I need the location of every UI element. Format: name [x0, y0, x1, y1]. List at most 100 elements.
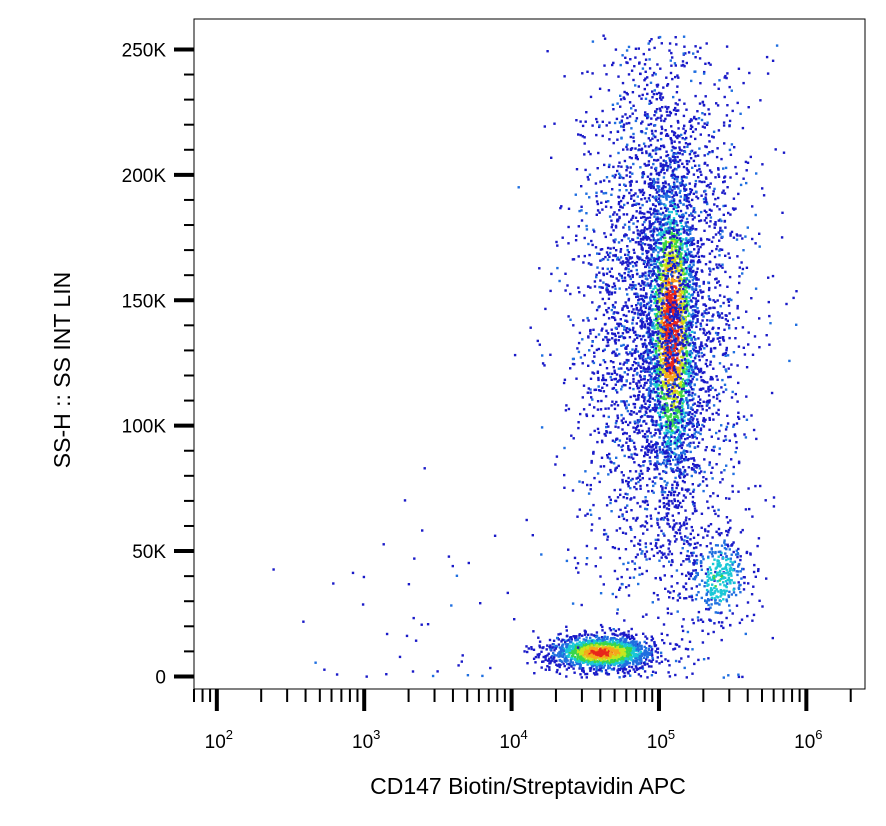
data-point [579, 356, 583, 359]
data-point [660, 556, 663, 559]
data-point [699, 369, 703, 373]
data-point [636, 302, 640, 305]
data-point [672, 382, 675, 386]
data-point [659, 138, 663, 141]
data-point [603, 64, 606, 67]
data-point [643, 63, 647, 66]
data-point [700, 564, 703, 568]
data-point [646, 227, 649, 231]
data-point [674, 504, 678, 507]
data-point [673, 202, 676, 206]
data-point [708, 151, 711, 154]
data-point [700, 194, 703, 197]
data-point [680, 267, 684, 270]
data-point [677, 372, 680, 375]
data-point [615, 419, 618, 423]
data-point [724, 204, 727, 207]
data-point [620, 419, 623, 422]
data-point [614, 377, 618, 381]
data-point [690, 293, 694, 297]
data-point [646, 259, 650, 263]
data-point [628, 121, 631, 125]
data-point [671, 77, 674, 81]
data-point [589, 152, 592, 156]
data-point [673, 382, 677, 386]
data-point [675, 453, 678, 456]
data-point [718, 340, 721, 343]
data-point [669, 328, 672, 331]
data-point [687, 160, 691, 163]
data-point [648, 557, 651, 561]
data-point [652, 93, 656, 96]
data-point [634, 333, 638, 337]
data-point [717, 231, 720, 234]
data-point [571, 489, 575, 492]
data-point [661, 544, 665, 547]
data-point [708, 406, 711, 410]
data-point [680, 389, 683, 392]
data-point [660, 273, 663, 276]
data-point [686, 328, 690, 331]
data-point [660, 490, 664, 494]
data-point [699, 427, 703, 430]
data-point [689, 191, 692, 194]
data-point [659, 199, 662, 202]
data-point [622, 343, 625, 347]
data-point [720, 157, 723, 161]
data-point [705, 308, 708, 311]
data-point [573, 556, 577, 560]
data-point [624, 184, 627, 187]
data-point [678, 275, 681, 279]
data-point [679, 240, 683, 243]
data-point [587, 364, 590, 367]
data-point [659, 518, 663, 521]
data-point [707, 657, 710, 660]
data-point [700, 173, 703, 176]
data-point [670, 348, 674, 352]
data-point [621, 308, 624, 311]
data-point [665, 496, 669, 500]
data-point [681, 243, 684, 247]
data-point [692, 375, 696, 379]
data-point [686, 366, 689, 369]
data-point [660, 325, 663, 329]
data-point [674, 476, 677, 480]
data-point [699, 133, 702, 136]
data-point [705, 221, 708, 225]
data-point [693, 542, 697, 545]
data-point [691, 436, 694, 439]
data-point [685, 340, 688, 344]
data-point [685, 516, 688, 519]
data-point [657, 194, 661, 197]
data-point [677, 375, 680, 378]
data-point [643, 384, 646, 387]
data-point [655, 83, 659, 87]
data-point [581, 124, 585, 128]
data-point [654, 293, 657, 296]
data-point [577, 225, 580, 228]
data-point [677, 369, 680, 373]
data-point [726, 319, 729, 323]
data-point [659, 309, 662, 313]
data-point [691, 398, 694, 402]
data-point [684, 142, 688, 145]
data-point [641, 279, 644, 283]
data-point [686, 221, 689, 224]
data-point [606, 535, 610, 538]
data-point [683, 470, 686, 474]
data-point [595, 200, 599, 203]
data-point [664, 359, 667, 362]
data-point [674, 285, 677, 288]
data-point [659, 334, 663, 338]
data-point [635, 308, 638, 311]
data-point [696, 291, 700, 294]
data-point [671, 597, 675, 600]
data-point [663, 350, 666, 354]
data-point [673, 256, 676, 259]
data-point [639, 319, 642, 323]
data-point [703, 353, 706, 357]
data-point [686, 458, 690, 462]
data-point [687, 300, 690, 303]
data-point [654, 248, 658, 252]
data-point [641, 176, 644, 179]
